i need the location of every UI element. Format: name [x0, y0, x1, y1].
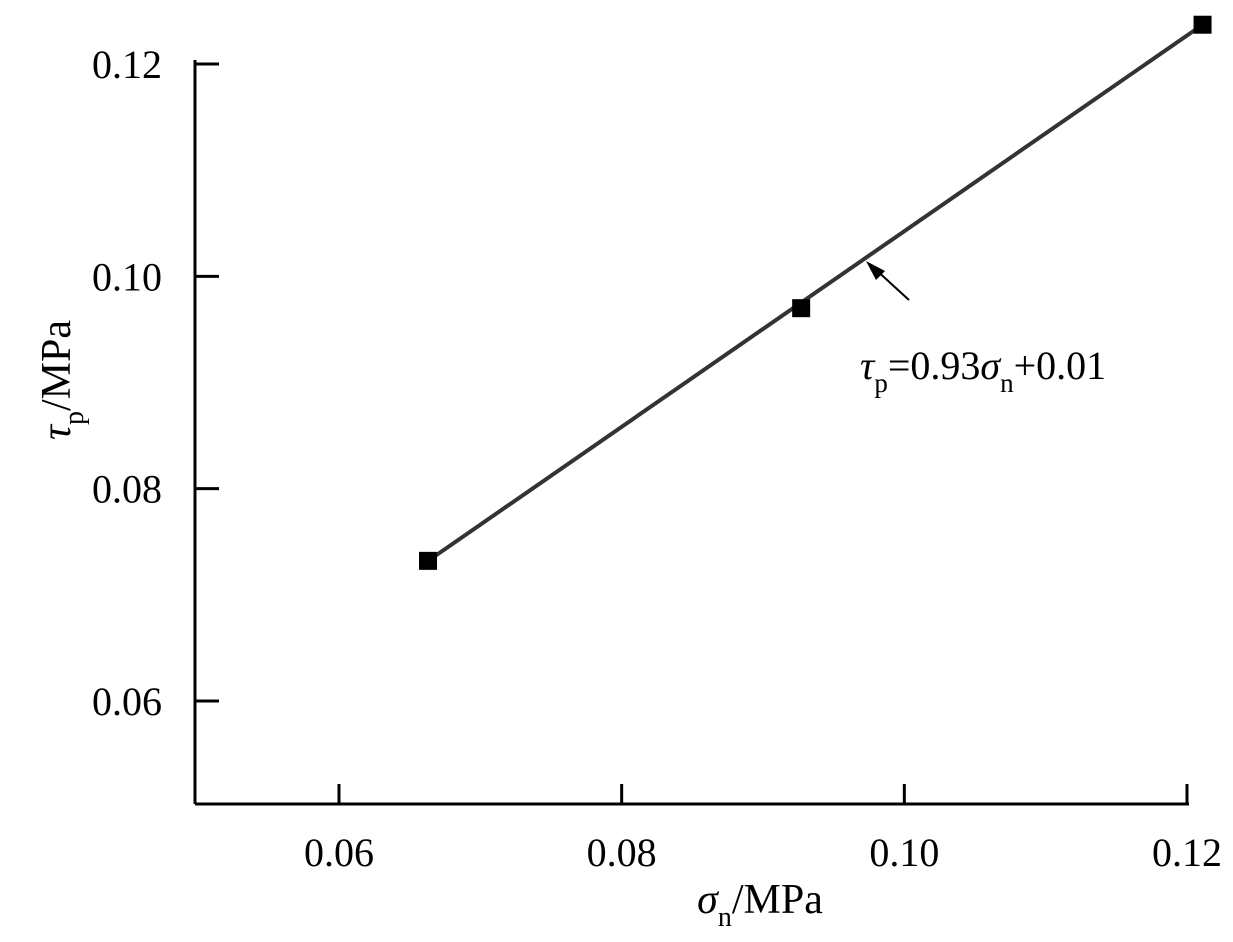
y-axis-subscript: p [59, 411, 90, 425]
fit-equation-annotation: τp=0.93σn+0.01 [860, 261, 1106, 398]
y-axis-title: τp/MPa [34, 320, 90, 440]
x-axis-unit: /MPa [732, 877, 823, 923]
x-axis-subscript: n [718, 902, 732, 933]
data-point [419, 551, 438, 570]
fit-eq-lhs-symbol: τ [860, 343, 876, 388]
y-ticks: 0.06 0.08 0.10 0.12 [92, 42, 219, 724]
y-tick-label: 0.08 [92, 467, 162, 512]
fit-eq-const: +0.01 [1014, 343, 1107, 388]
x-tick-label: 0.06 [304, 830, 374, 875]
fit-eq-rhs-symbol: σ [980, 343, 1001, 388]
fit-equation-label: τp=0.93σn+0.01 [860, 343, 1106, 398]
y-tick-label: 0.12 [92, 42, 162, 87]
fit-layer [426, 23, 1204, 563]
data-point [792, 299, 811, 318]
x-axis-title: σn/MPa [697, 877, 823, 933]
x-axis-symbol: σ [697, 877, 720, 923]
x-tick-label: 0.08 [587, 830, 657, 875]
points-layer [419, 15, 1212, 570]
x-ticks: 0.06 0.08 0.10 0.12 [304, 784, 1222, 875]
annotation-arrow-head [866, 261, 885, 280]
fit-eq-coef: =0.93 [888, 343, 981, 388]
fit-eq-lhs-subscript: p [874, 368, 888, 398]
y-tick-label: 0.10 [92, 254, 162, 299]
y-axis-unit: /MPa [34, 320, 80, 411]
data-point [1193, 15, 1212, 34]
fit-line [426, 23, 1204, 563]
x-tick-label: 0.10 [869, 830, 939, 875]
y-axis-symbol: τ [34, 423, 80, 440]
fit-eq-rhs-subscript: n [1000, 368, 1014, 398]
axes [193, 60, 1189, 806]
y-tick-label: 0.06 [92, 679, 162, 724]
x-tick-label: 0.12 [1152, 830, 1222, 875]
